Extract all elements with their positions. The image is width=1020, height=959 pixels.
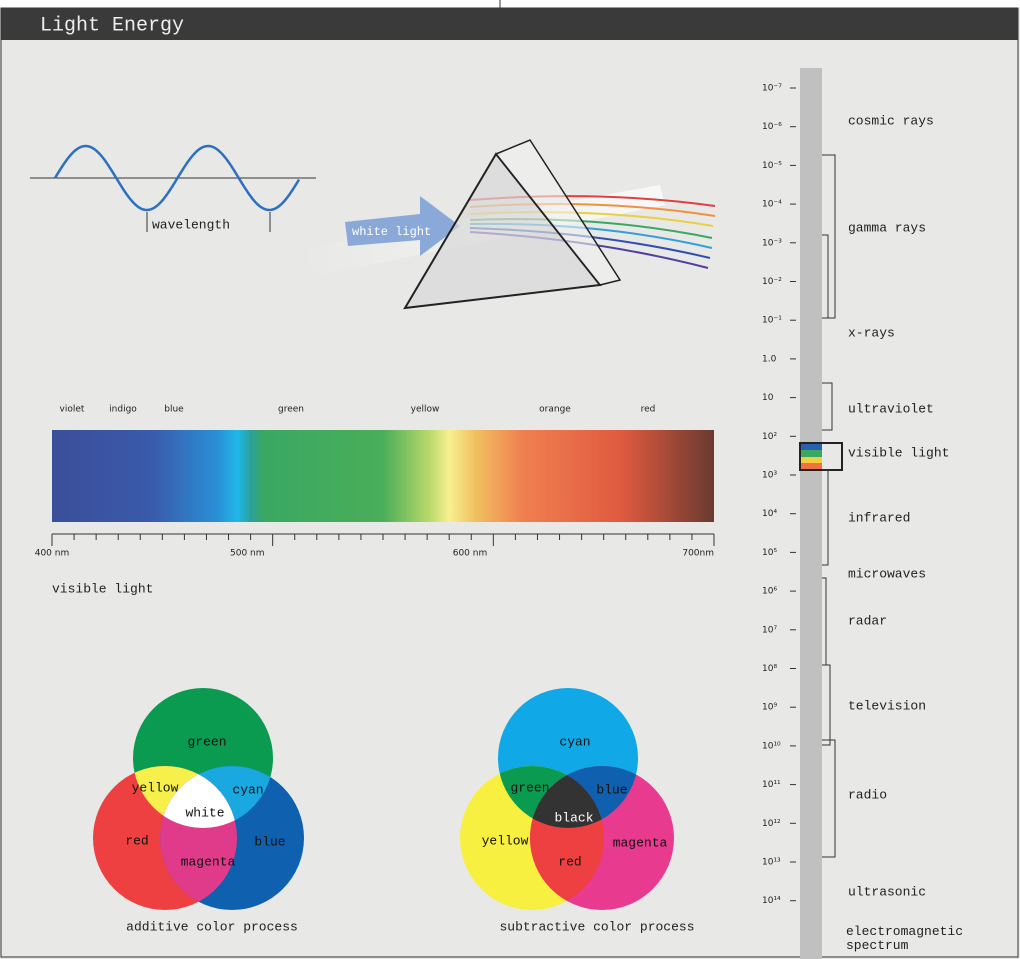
em-scale-label: 10⁷ bbox=[762, 625, 777, 635]
additive-label: yellow bbox=[132, 780, 179, 795]
em-scale-label: 1.0 bbox=[762, 354, 777, 364]
subtractive-venn bbox=[460, 688, 674, 910]
em-scale-label: 10⁶ bbox=[762, 587, 777, 597]
subtractive-label: magenta bbox=[613, 835, 668, 850]
light-arrow bbox=[345, 196, 460, 256]
color-label: blue bbox=[164, 405, 184, 415]
em-band-label: radio bbox=[848, 787, 887, 802]
em-scale-label: 10⁴ bbox=[762, 509, 777, 519]
additive-label: cyan bbox=[232, 782, 263, 797]
em-scale-label: 10¹² bbox=[762, 819, 781, 829]
em-scale-label: 10¹⁰ bbox=[762, 741, 781, 751]
em-scale-label: 10⁵ bbox=[762, 548, 777, 558]
subtractive-label: green bbox=[510, 780, 549, 795]
em-band-label: x-rays bbox=[848, 325, 895, 340]
em-band-label: cosmic rays bbox=[848, 113, 934, 128]
color-label: green bbox=[278, 405, 304, 415]
em-band-label: gamma rays bbox=[848, 220, 926, 235]
color-label: red bbox=[641, 405, 656, 415]
title: Light Energy bbox=[40, 14, 184, 37]
em-scale-label: 10⁸ bbox=[762, 664, 777, 674]
em-band-label: ultraviolet bbox=[848, 401, 934, 416]
color-label: indigo bbox=[109, 405, 137, 415]
additive-label: red bbox=[125, 833, 148, 848]
spectrum-tick-label: 700nm bbox=[682, 549, 714, 559]
em-scale-label: 10⁻⁶ bbox=[762, 122, 782, 132]
header-bar bbox=[1, 8, 1018, 40]
em-scale-label: 10¹¹ bbox=[762, 780, 781, 790]
em-scale-label: 10¹³ bbox=[762, 858, 781, 868]
em-visible bbox=[800, 443, 822, 450]
em-visible bbox=[800, 463, 822, 470]
em-scale-label: 10⁻³ bbox=[762, 238, 782, 248]
top-strip bbox=[0, 0, 1020, 8]
em-visible bbox=[800, 457, 822, 463]
subtractive-label: black bbox=[554, 810, 593, 825]
em-band-label: television bbox=[848, 698, 926, 713]
additive-label: white bbox=[185, 805, 224, 820]
em-scale-label: 10⁻¹ bbox=[762, 316, 782, 326]
spectrum-caption: visible light bbox=[52, 581, 153, 596]
em-scale-label: 10 bbox=[762, 393, 774, 403]
em-brackets bbox=[822, 154, 836, 858]
additive-label: blue bbox=[254, 834, 285, 849]
additive-label: green bbox=[187, 734, 226, 749]
wave-label: wavelength bbox=[152, 217, 230, 232]
prism-label: white light bbox=[352, 225, 431, 239]
prism-side bbox=[494, 139, 622, 286]
spectrum-tick-label: 600 nm bbox=[453, 549, 488, 559]
em-scale-label: 10⁹ bbox=[762, 703, 777, 713]
em-scale-label: 10⁻⁷ bbox=[762, 84, 782, 94]
em-scale-label: 10³ bbox=[762, 471, 777, 481]
em-band-label: visible light bbox=[848, 445, 949, 460]
additive-label: magenta bbox=[181, 854, 236, 869]
spectrum-tick-label: 400 nm bbox=[35, 549, 70, 559]
em-scale-label: 10¹⁴ bbox=[762, 896, 781, 906]
em-bar bbox=[800, 68, 822, 959]
color-label: yellow bbox=[411, 405, 440, 415]
em-scale-label: 10⁻⁴ bbox=[762, 200, 782, 210]
em-band-label: infrared bbox=[848, 510, 910, 525]
wave bbox=[53, 144, 301, 212]
spectrum-tick-label: 500 nm bbox=[230, 549, 265, 559]
em-visible-box bbox=[799, 442, 843, 471]
em-scale-label: 10⁻⁵ bbox=[762, 161, 782, 171]
em-band-label: microwaves bbox=[848, 566, 926, 581]
subtractive-label: red bbox=[558, 854, 581, 869]
additive-caption: additive color process bbox=[126, 919, 298, 934]
em-band-label: ultrasonic bbox=[848, 884, 926, 899]
em-visible bbox=[800, 450, 822, 457]
em-caption: electromagnetic spectrum bbox=[846, 924, 964, 953]
subtractive-label: cyan bbox=[559, 734, 590, 749]
em-band-label: radar bbox=[848, 613, 887, 628]
spectrum-ticks bbox=[51, 534, 715, 546]
subtractive-caption: subtractive color process bbox=[499, 919, 694, 934]
subtractive-label: blue bbox=[596, 782, 627, 797]
additive-venn bbox=[93, 688, 304, 910]
spectrum-bar bbox=[52, 430, 714, 522]
em-scale-label: 10⁻² bbox=[762, 277, 782, 287]
em-scale-label: 10² bbox=[762, 432, 777, 442]
color-label: orange bbox=[539, 405, 571, 415]
color-label: violet bbox=[60, 405, 85, 415]
subtractive-label: yellow bbox=[482, 833, 529, 848]
